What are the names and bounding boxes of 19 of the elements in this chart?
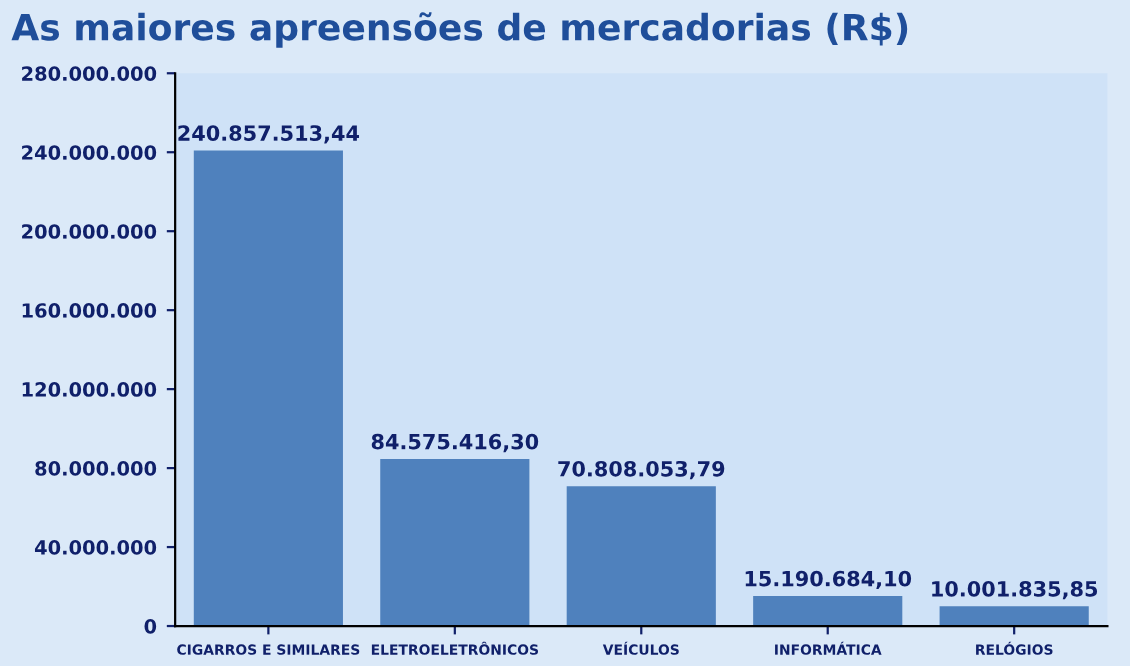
data-label: 10.001.835,85 (932, 580, 1098, 600)
data-label: 70.808.053,79 (558, 460, 725, 480)
y-tick-label: 280.000.000 (22, 66, 157, 81)
bar (193, 150, 343, 627)
bar (380, 459, 530, 627)
bar (753, 596, 903, 627)
y-tick-label: 0 (144, 619, 157, 634)
bar (566, 486, 716, 627)
y-tick-label: 80.000.000 (35, 461, 157, 476)
chart-title: As maiores apreensões de mercadorias (R$) (11, 12, 908, 48)
data-label: 240.857.513,44 (178, 125, 360, 144)
y-tick-label: 40.000.000 (34, 540, 157, 555)
data-label: 84.575.416,30 (371, 433, 539, 453)
y-tick-label: 240.000.000 (22, 145, 157, 160)
data-label: 15.190.684,10 (745, 570, 912, 590)
y-tick-label: 160.000.000 (22, 303, 157, 318)
y-tick-label: 120.000.000 (22, 382, 157, 397)
y-tick-label: 200.000.000 (22, 224, 157, 239)
bar (939, 606, 1089, 627)
